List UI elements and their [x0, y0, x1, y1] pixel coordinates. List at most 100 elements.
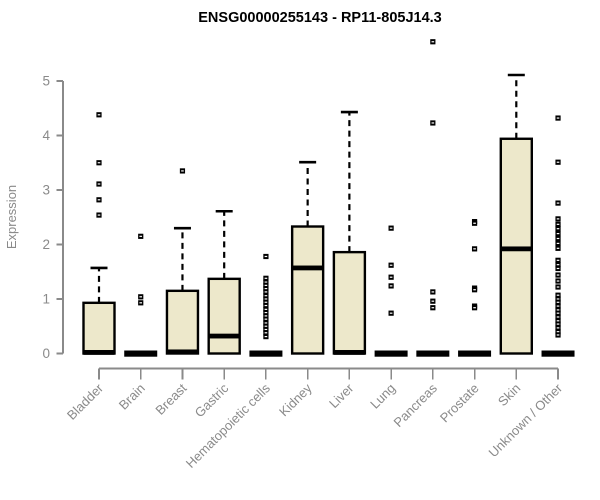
x-tick-label-unknown-other: Unknown / Other	[486, 380, 566, 460]
median-skin	[500, 246, 532, 252]
category-pancreas	[416, 39, 450, 357]
outlier-center-bladder	[97, 183, 101, 185]
category-hematopoietic-cells	[249, 253, 283, 357]
outlier-center-pancreas	[431, 122, 435, 124]
outlier-center-hematopoietic-cells	[264, 308, 268, 310]
outlier-center-unknown-other	[556, 305, 560, 307]
median-gastric	[208, 333, 240, 339]
outlier-center-hematopoietic-cells	[264, 284, 268, 286]
outlier-center-unknown-other	[556, 274, 560, 276]
category-unknown-other	[541, 115, 575, 357]
outlier-center-pancreas	[431, 307, 435, 309]
x-tick-label-lung: Lung	[367, 381, 398, 412]
x-tick-label-gastric: Gastric	[192, 380, 232, 420]
outlier-center-unknown-other	[556, 312, 560, 314]
category-kidney	[290, 160, 325, 355]
category-skin	[499, 73, 533, 355]
box-layer	[82, 39, 575, 357]
outlier-center-bladder	[97, 162, 101, 164]
outlier-center-unknown-other	[556, 320, 560, 322]
y-tick-label-3: 3	[42, 183, 50, 198]
median-kidney	[292, 265, 324, 271]
outlier-center-unknown-other	[556, 298, 560, 300]
outlier-center-hematopoietic-cells	[264, 301, 268, 303]
box-breast	[165, 289, 200, 355]
outlier-center-hematopoietic-cells	[264, 332, 268, 334]
outlier-center-unknown-other	[556, 242, 560, 245]
median-bladder	[83, 350, 115, 355]
y-axis-label: Expression	[4, 185, 19, 249]
outlier-center-unknown-other	[556, 327, 560, 329]
outlier-center-hematopoietic-cells	[264, 298, 268, 300]
x-tick-label-bladder: Bladder	[64, 380, 107, 423]
outlier-center-unknown-other	[556, 202, 560, 204]
y-tick-label-0: 0	[42, 346, 50, 361]
zero-bar-prostate	[458, 350, 492, 357]
zero-bar-unknown-other	[541, 350, 575, 357]
zero-bar-brain	[124, 350, 158, 357]
outlier-center-lung	[389, 285, 393, 287]
outlier-center-hematopoietic-cells	[264, 322, 268, 324]
category-liver	[332, 110, 367, 355]
y-tick-label-5: 5	[42, 74, 50, 89]
zero-bar-pancreas	[416, 350, 450, 357]
outlier-center-hematopoietic-cells	[264, 295, 268, 297]
outlier-center-unknown-other	[556, 223, 560, 225]
outlier-center-unknown-other	[556, 267, 560, 270]
outlier-center-pancreas	[431, 300, 435, 302]
outlier-center-unknown-other	[556, 237, 560, 240]
outlier-center-breast	[181, 170, 184, 172]
outlier-center-prostate	[473, 222, 476, 224]
category-breast	[165, 168, 200, 355]
outlier-center-lung	[389, 276, 393, 278]
x-tick-label-prostate: Prostate	[437, 381, 482, 426]
box-bladder	[82, 301, 116, 355]
outlier-center-pancreas	[431, 291, 435, 293]
zero-bar-hematopoietic-cells	[249, 350, 283, 357]
outlier-center-unknown-other	[556, 218, 560, 220]
box-kidney	[290, 225, 325, 355]
outlier-center-bladder	[97, 199, 101, 201]
outlier-center-hematopoietic-cells	[264, 312, 268, 314]
outlier-center-brain	[139, 235, 143, 237]
outlier-center-unknown-other	[556, 161, 560, 163]
outlier-center-hematopoietic-cells	[264, 328, 268, 331]
y-tick-label-1: 1	[42, 292, 50, 307]
category-prostate	[458, 219, 492, 357]
outlier-center-unknown-other	[556, 334, 560, 336]
zero-bar-lung	[374, 350, 408, 357]
outlier-center-unknown-other	[556, 301, 560, 303]
outlier-center-unknown-other	[556, 331, 560, 333]
outlier-center-unknown-other	[556, 259, 560, 261]
category-lung	[374, 225, 408, 357]
outlier-center-lung	[389, 312, 393, 314]
outlier-center-unknown-other	[556, 309, 560, 311]
outlier-center-unknown-other	[556, 286, 560, 288]
category-brain	[124, 233, 158, 357]
x-tick-label-skin: Skin	[495, 381, 523, 409]
outlier-center-unknown-other	[556, 247, 560, 249]
outlier-center-unknown-other	[556, 294, 560, 296]
outlier-center-bladder	[97, 214, 101, 216]
x-tick-label-breast: Breast	[152, 380, 189, 417]
outlier-center-bladder	[97, 114, 101, 116]
category-bladder	[82, 112, 116, 355]
outlier-center-unknown-other	[556, 264, 560, 266]
outlier-center-brain	[139, 296, 143, 298]
box-skin	[499, 137, 533, 355]
outlier-center-hematopoietic-cells	[264, 255, 268, 258]
outlier-center-hematopoietic-cells	[264, 315, 268, 317]
outlier-center-unknown-other	[556, 316, 560, 318]
outlier-center-unknown-other	[556, 117, 560, 119]
y-tick-label-4: 4	[42, 128, 50, 143]
outlier-center-hematopoietic-cells	[264, 277, 268, 279]
outlier-center-unknown-other	[556, 228, 560, 230]
outlier-center-prostate	[473, 248, 476, 250]
outlier-center-hematopoietic-cells	[264, 281, 268, 283]
median-liver	[333, 350, 365, 355]
outlier-center-prostate	[473, 289, 476, 291]
x-tick-label-brain: Brain	[116, 381, 148, 413]
outlier-center-brain	[139, 302, 143, 304]
